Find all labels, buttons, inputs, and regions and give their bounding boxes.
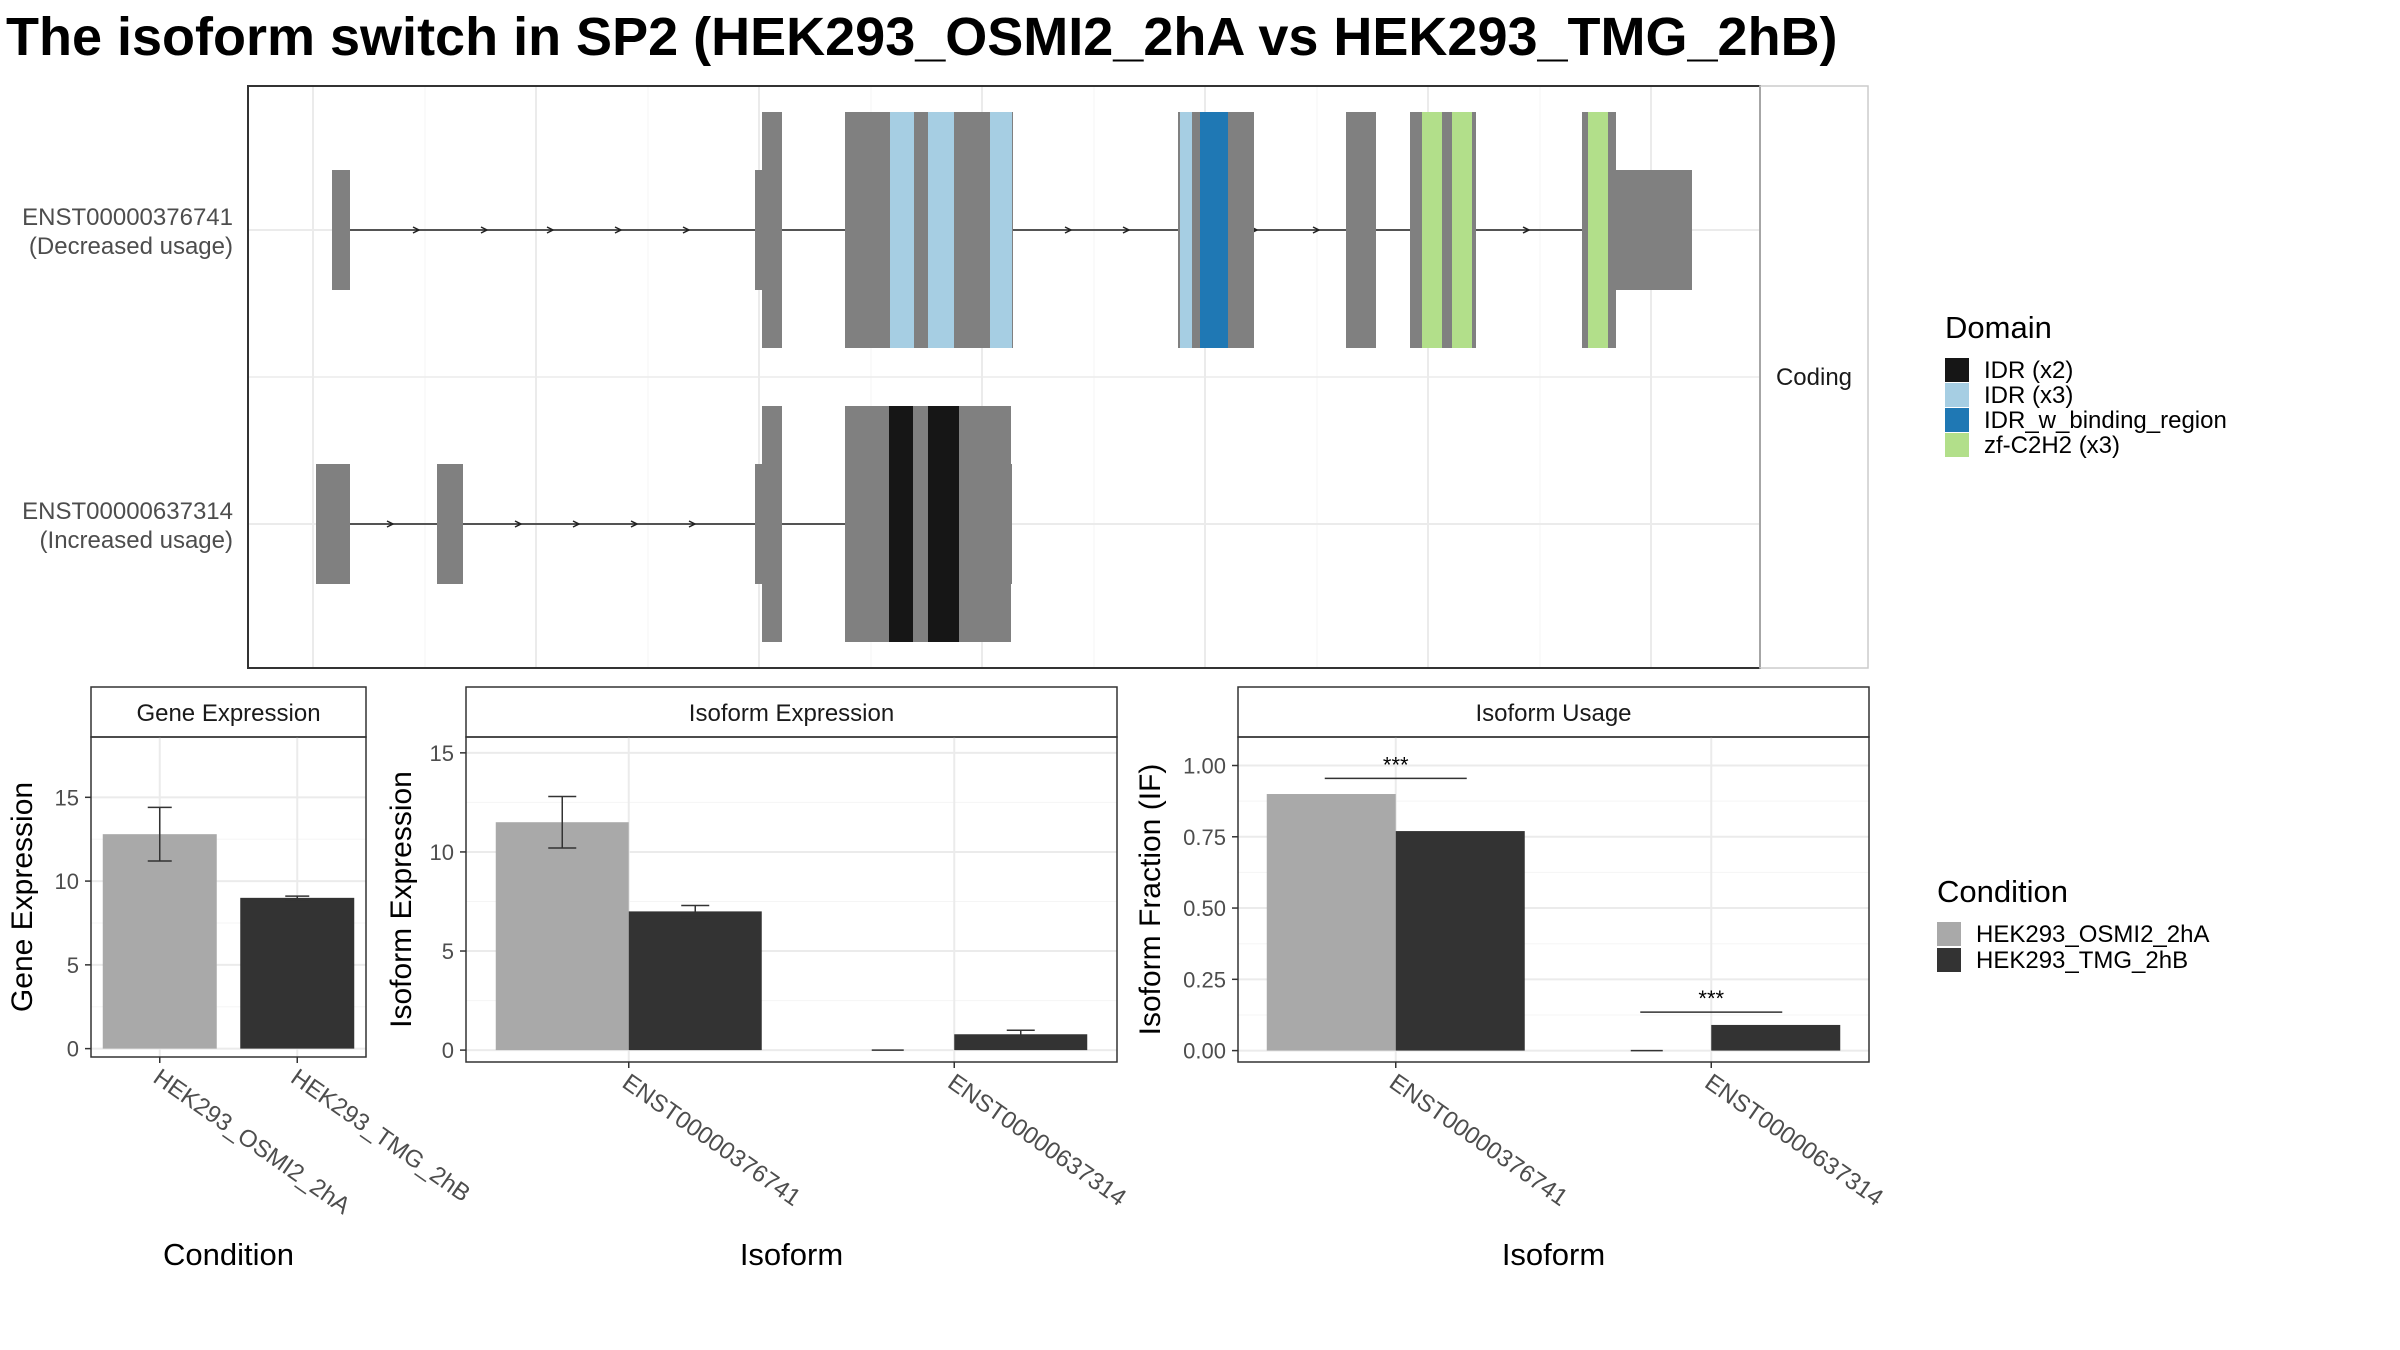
domain-legend-key xyxy=(1945,358,1969,382)
figure-title: The isoform switch in SP2 (HEK293_OSMI2_… xyxy=(6,7,1838,67)
bar xyxy=(954,1034,1088,1051)
bar xyxy=(1711,1024,1841,1051)
condition-legend-key xyxy=(1937,922,1961,946)
condition-legend-label: HEK293_OSMI2_2hA xyxy=(1976,921,2209,948)
intron-direction-arrow xyxy=(1312,226,1321,234)
bar-panel-3: Isoform Usage *** *** 0.00 0.25 0.50 0.75 1.00 E… xyxy=(1134,686,1888,1272)
y-tick-label: 0 xyxy=(67,1037,79,1062)
y-tick-label: 15 xyxy=(55,785,79,810)
transcript-1-idr-domain xyxy=(1180,112,1192,348)
transcript-usage-label: (Increased usage) xyxy=(40,527,233,554)
y-tick-label: 0.25 xyxy=(1183,967,1226,992)
panel-title: Isoform Expression xyxy=(689,700,894,727)
x-tick-label: ENST00000376741 xyxy=(617,1069,805,1212)
intron-direction-arrow xyxy=(682,226,691,234)
bar xyxy=(102,834,217,1049)
condition-legend-label: HEK293_TMG_2hB xyxy=(1976,947,2188,974)
intron-direction-arrow xyxy=(688,520,697,528)
intron-direction-arrow xyxy=(480,226,489,234)
domain-legend-label: IDR_w_binding_region xyxy=(1984,407,2227,434)
x-tick-label: ENST00000376741 xyxy=(1384,1069,1572,1212)
bar xyxy=(495,822,629,1051)
transcript-1-idr-domain xyxy=(890,112,914,348)
intron-direction-arrow xyxy=(514,520,523,528)
transcript-usage-label: (Decreased usage) xyxy=(29,233,233,260)
significance-stars: *** xyxy=(1698,986,1724,1011)
bar xyxy=(240,897,355,1049)
domain-legend-title: Domain xyxy=(1945,310,2052,345)
domain-legend-key xyxy=(1945,383,1969,407)
transcript-2-idr-domain xyxy=(889,406,913,642)
domain-legend-label: zf-C2H2 (x3) xyxy=(1984,432,2120,459)
y-tick-label: 10 xyxy=(55,869,79,894)
x-axis-label: Isoform xyxy=(740,1237,843,1272)
panel-title: Gene Expression xyxy=(136,700,320,727)
transcript-2-utr-exon xyxy=(437,464,463,584)
domain-legend-key xyxy=(1945,408,1969,432)
panel-border xyxy=(90,736,367,1058)
panel-title: Isoform Usage xyxy=(1475,700,1631,727)
bar-panel-2: Isoform Expression 0 5 10 15 ENST00000376741 E… xyxy=(385,686,1131,1272)
bar xyxy=(628,911,762,1051)
facet-label-coding: Coding xyxy=(1776,364,1852,391)
y-axis-label: Gene Expression xyxy=(6,782,39,1012)
bar xyxy=(1395,831,1525,1051)
panel-strip xyxy=(1237,686,1870,738)
transcript-1-cds-exon xyxy=(762,112,782,348)
bar xyxy=(1266,794,1396,1051)
y-tick-label: 0.50 xyxy=(1183,896,1226,921)
y-tick-label: 0.75 xyxy=(1183,825,1226,850)
transcript-2-cds-exon xyxy=(762,406,782,642)
y-tick-label: 1.00 xyxy=(1183,754,1226,779)
y-tick-label: 10 xyxy=(430,840,454,865)
facet-strip xyxy=(1759,85,1869,669)
panel-border xyxy=(465,736,1118,1063)
panel-strip xyxy=(465,686,1118,738)
transcript-1-zf-c2h2-domain xyxy=(1588,112,1608,348)
transcript-1-idr-binding-region-domain xyxy=(1200,112,1228,348)
y-tick-label: 5 xyxy=(442,939,454,964)
x-axis-label: Isoform xyxy=(1502,1237,1605,1272)
x-axis-label: Condition xyxy=(163,1237,294,1272)
intron-direction-arrow xyxy=(1122,226,1131,234)
intron-direction-arrow xyxy=(614,226,623,234)
transcript-1-zf-c2h2-domain xyxy=(1422,112,1442,348)
transcript-1-utr-exon xyxy=(332,170,350,290)
transcript-1-idr-domain xyxy=(928,112,954,348)
y-tick-label: 5 xyxy=(67,953,79,978)
condition-legend-title: Condition xyxy=(1937,874,2068,909)
y-axis-label: Isoform Expression xyxy=(385,771,418,1028)
transcript-1-cds-exon xyxy=(1346,112,1376,348)
domain-legend-key xyxy=(1945,433,1969,457)
intron-direction-arrow xyxy=(386,520,395,528)
domain-legend-label: IDR (x3) xyxy=(1984,382,2073,409)
domain-legend-label: IDR (x2) xyxy=(1984,357,2073,384)
y-axis-label: Isoform Fraction (IF) xyxy=(1134,764,1167,1036)
panel-border xyxy=(1237,736,1870,1063)
transcript-1-idr-domain xyxy=(990,112,1012,348)
significance-stars: *** xyxy=(1383,752,1409,777)
intron-direction-arrow xyxy=(1064,226,1073,234)
intron-direction-arrow xyxy=(1522,226,1531,234)
transcript-2-idr-domain xyxy=(928,406,959,642)
x-tick-label: ENST00000637314 xyxy=(1700,1069,1888,1212)
transcript-2-utr-exon xyxy=(1008,464,1012,584)
intron-direction-arrow xyxy=(630,520,639,528)
intron-direction-arrow xyxy=(546,226,555,234)
transcript-1-utr-exon xyxy=(1612,170,1692,290)
y-tick-label: 0.00 xyxy=(1183,1039,1226,1064)
transcript-label: ENST00000376741 xyxy=(22,204,233,231)
intron-direction-arrow xyxy=(572,520,581,528)
intron-direction-arrow xyxy=(412,226,421,234)
transcript-label: ENST00000637314 xyxy=(22,498,233,525)
condition-legend-key xyxy=(1937,948,1961,972)
y-tick-label: 0 xyxy=(442,1038,454,1063)
transcript-1-zf-c2h2-domain xyxy=(1452,112,1472,348)
y-tick-label: 15 xyxy=(430,741,454,766)
x-tick-label: ENST00000637314 xyxy=(943,1069,1131,1212)
transcript-2-utr-exon xyxy=(316,464,350,584)
